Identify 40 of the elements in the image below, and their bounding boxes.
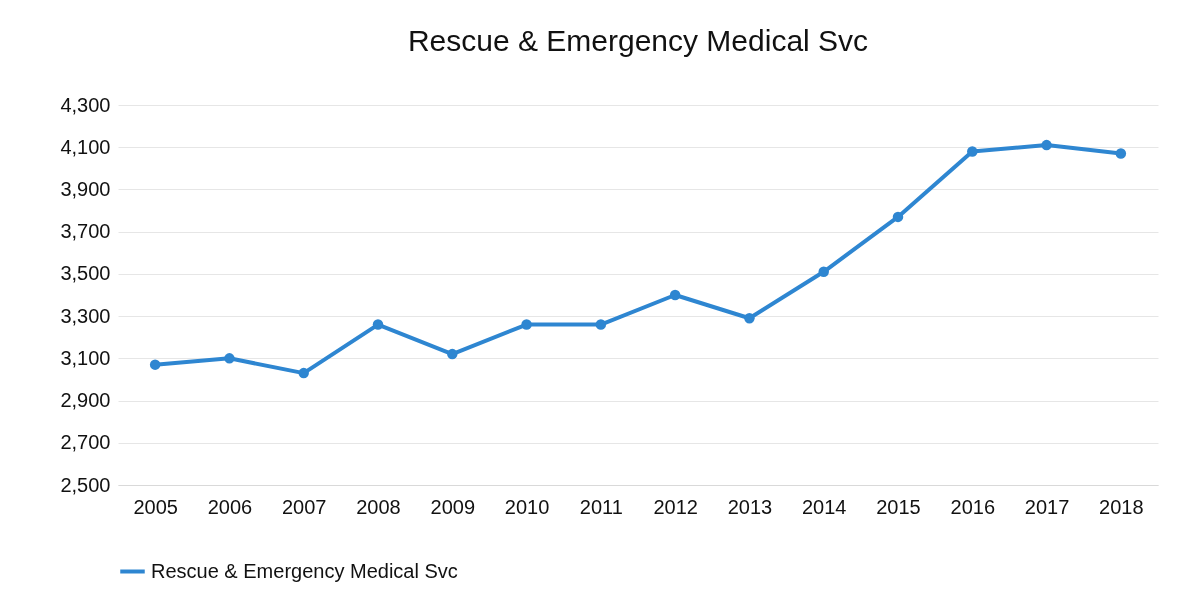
point: [1115, 148, 1127, 159]
x-tick-label: 2017: [1024, 495, 1070, 518]
x-tick-label: 2008: [356, 495, 401, 518]
point: [447, 348, 458, 360]
x-tick-label: 2012: [653, 495, 698, 518]
x-tick-label: 2014: [801, 495, 847, 518]
x-tick-label: 2005: [133, 495, 178, 518]
point: [298, 367, 309, 379]
x-tick-label: 2007: [281, 495, 327, 518]
point: [744, 312, 755, 324]
x-tick-label: 2013: [727, 495, 773, 518]
chart-title: Rescue & Emergency Medical Svc: [407, 24, 869, 57]
x-tick-label: 2018: [1099, 495, 1144, 518]
y-tick-label: 2,500: [60, 473, 111, 496]
y-tick-label: 3,900: [60, 177, 111, 200]
point: [669, 289, 681, 301]
x-tick-label: 2015: [876, 495, 921, 518]
y-tick-label: 3,100: [60, 346, 111, 369]
y-tick-label: 3,700: [60, 220, 111, 243]
y-tick-label: 4,300: [60, 93, 111, 116]
x-tick-label: 2010: [504, 495, 550, 518]
point: [224, 353, 235, 364]
y-tick-label: 3,500: [60, 262, 111, 285]
point: [595, 319, 607, 330]
x-tick-label: 2011: [579, 495, 623, 518]
y-tick-label: 4,100: [60, 135, 111, 158]
point: [967, 146, 978, 157]
point: [372, 319, 384, 330]
x-tick-label: 2009: [430, 495, 476, 518]
x-tick-label: 2016: [950, 495, 996, 518]
point: [892, 211, 904, 223]
y-tick-label: 2,900: [60, 389, 111, 412]
point: [818, 266, 829, 278]
y-tick-label: 2,700: [60, 431, 111, 454]
y-tick-label: 3,300: [60, 304, 111, 327]
x-tick-label: 2006: [207, 495, 253, 518]
legend-label: Rescue & Emergency Medical Svc: [151, 559, 458, 582]
point: [149, 359, 161, 370]
point: [521, 319, 532, 330]
point: [1041, 139, 1052, 151]
